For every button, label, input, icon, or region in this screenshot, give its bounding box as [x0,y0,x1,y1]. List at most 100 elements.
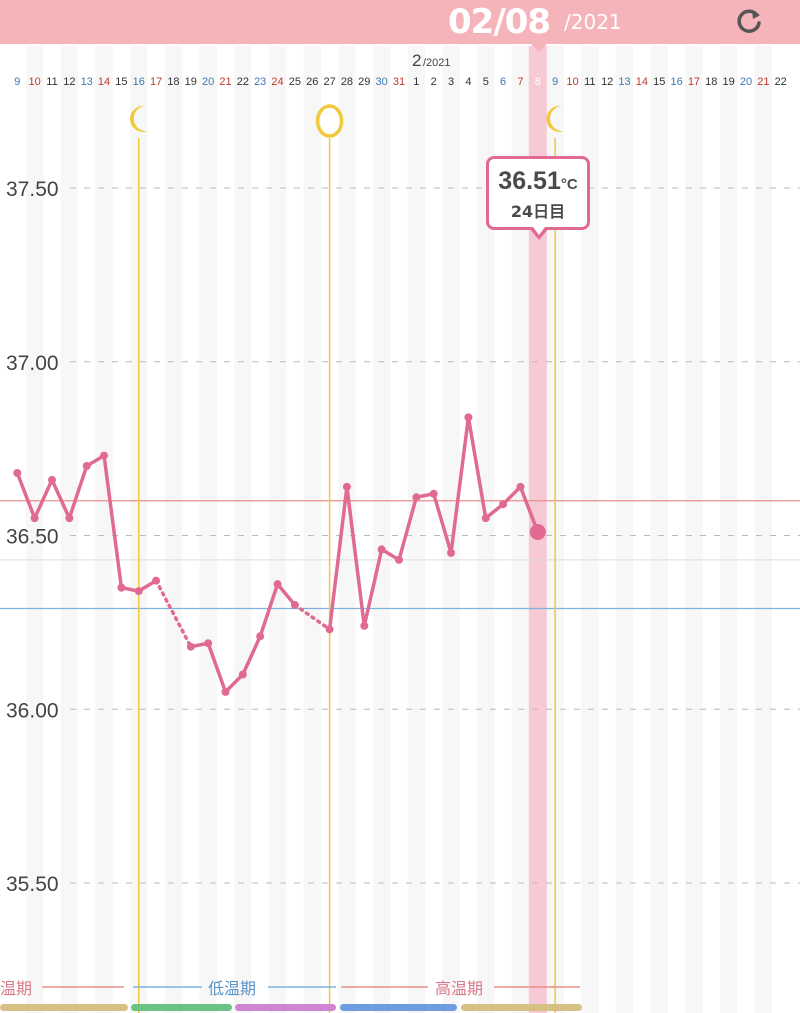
data-point [481,514,490,523]
x-tick-label: 18 [167,76,179,88]
data-point [447,548,456,557]
x-tick-label: 11 [584,76,595,88]
day-stripe [303,46,321,1013]
data-line-gap-segment [293,603,332,632]
data-line-segment [50,478,72,520]
data-point [429,489,438,498]
value-tooltip: 36.51°C 24日目 [486,156,590,230]
data-line-segment [275,582,297,607]
day-stripe [268,46,287,1013]
data-line-segment [15,471,37,520]
data-point [412,493,421,502]
x-tick-label: 29 [358,76,370,88]
data-point [499,500,508,509]
phase-bar [235,1004,336,1011]
data-point [117,583,126,592]
day-stripe [685,46,703,1013]
data-point [221,687,230,696]
x-tick-label: 13 [81,76,93,88]
day-stripe [511,46,530,1013]
x-tick-label: 16 [670,76,682,88]
x-tick-label: 30 [376,76,388,88]
day-stripe [60,46,79,1013]
data-point [100,451,109,460]
data-line-segment [362,547,384,628]
data-line-segment [397,495,419,562]
data-point [134,587,143,596]
refresh-icon[interactable] [734,6,764,36]
data-point [186,642,195,651]
data-point [395,555,403,564]
x-tick-label: 10 [566,76,578,88]
data-line-gap-segment [154,578,193,649]
data-point [290,601,299,609]
day-stripe [477,46,495,1013]
data-point [238,670,247,679]
day-stripe [199,46,217,1013]
crescent-moon-icon [546,105,565,132]
selected-data-point [529,524,546,541]
x-tick-label: 22 [775,76,787,88]
phase-bar [461,1004,582,1011]
day-stripe [615,46,634,1013]
x-tick-label: 19 [185,76,197,88]
x-tick-label: 15 [115,76,127,88]
data-point [13,468,22,477]
x-tick-label: 10 [29,76,41,88]
phase-bar [131,1004,232,1011]
x-tick-label: 24 [271,76,283,88]
data-line-segment [466,415,488,520]
data-line-segment [206,641,228,694]
data-line-segment [501,485,523,506]
data-line-segment [102,453,124,590]
egg-icon [315,104,344,138]
x-tick-label: 25 [289,76,301,88]
phase-label-high: 高温期 [435,979,483,998]
header-pointer [531,44,547,52]
data-line-segment [67,464,89,520]
x-tick-label: 8 [535,76,541,88]
day-stripe [234,46,252,1013]
x-tick-label: 17 [150,76,162,88]
header-date: 02/08 [448,2,551,42]
data-point [360,621,369,630]
data-point [152,576,161,585]
x-tick-label: 13 [618,76,630,88]
x-tick-label: 14 [636,76,648,88]
x-tick-label: 12 [601,76,613,88]
data-point [48,475,56,484]
data-point [377,545,386,554]
data-point [82,462,91,470]
y-tick-label: 35.50 [6,873,59,896]
data-point [273,580,282,589]
x-tick-label: 19 [723,76,735,88]
day-stripe [164,46,183,1013]
x-tick-label: 1 [413,76,419,88]
phase-label-low: 低温期 [208,979,256,998]
tooltip-unit: °C [560,176,578,193]
day-stripe [581,46,599,1013]
day-stripe [754,46,773,1013]
x-tick-label: 17 [688,76,700,88]
data-point [65,514,74,523]
x-tick-label: 2 [431,76,437,88]
y-tick-label: 37.50 [6,178,59,201]
day-stripe [407,46,426,1013]
x-tick-label: 3 [448,76,454,88]
day-stripe [719,46,738,1013]
data-line-segment [327,485,349,632]
data-line-segment [32,478,54,520]
phase-bar [0,1004,128,1011]
data-point [325,625,334,634]
x-tick-label: 20 [740,76,752,88]
phase-label-left: 温期 [0,979,32,998]
x-tick-label: 15 [653,76,665,88]
day-stripe [338,46,356,1013]
x-tick-label: 5 [483,76,489,88]
header-year: /2021 [564,10,622,34]
day-stripe [372,46,391,1013]
x-tick-label: 14 [98,76,110,88]
x-tick-label: 9 [552,76,558,88]
y-tick-label: 36.00 [6,699,59,722]
data-line-segment [431,492,453,555]
